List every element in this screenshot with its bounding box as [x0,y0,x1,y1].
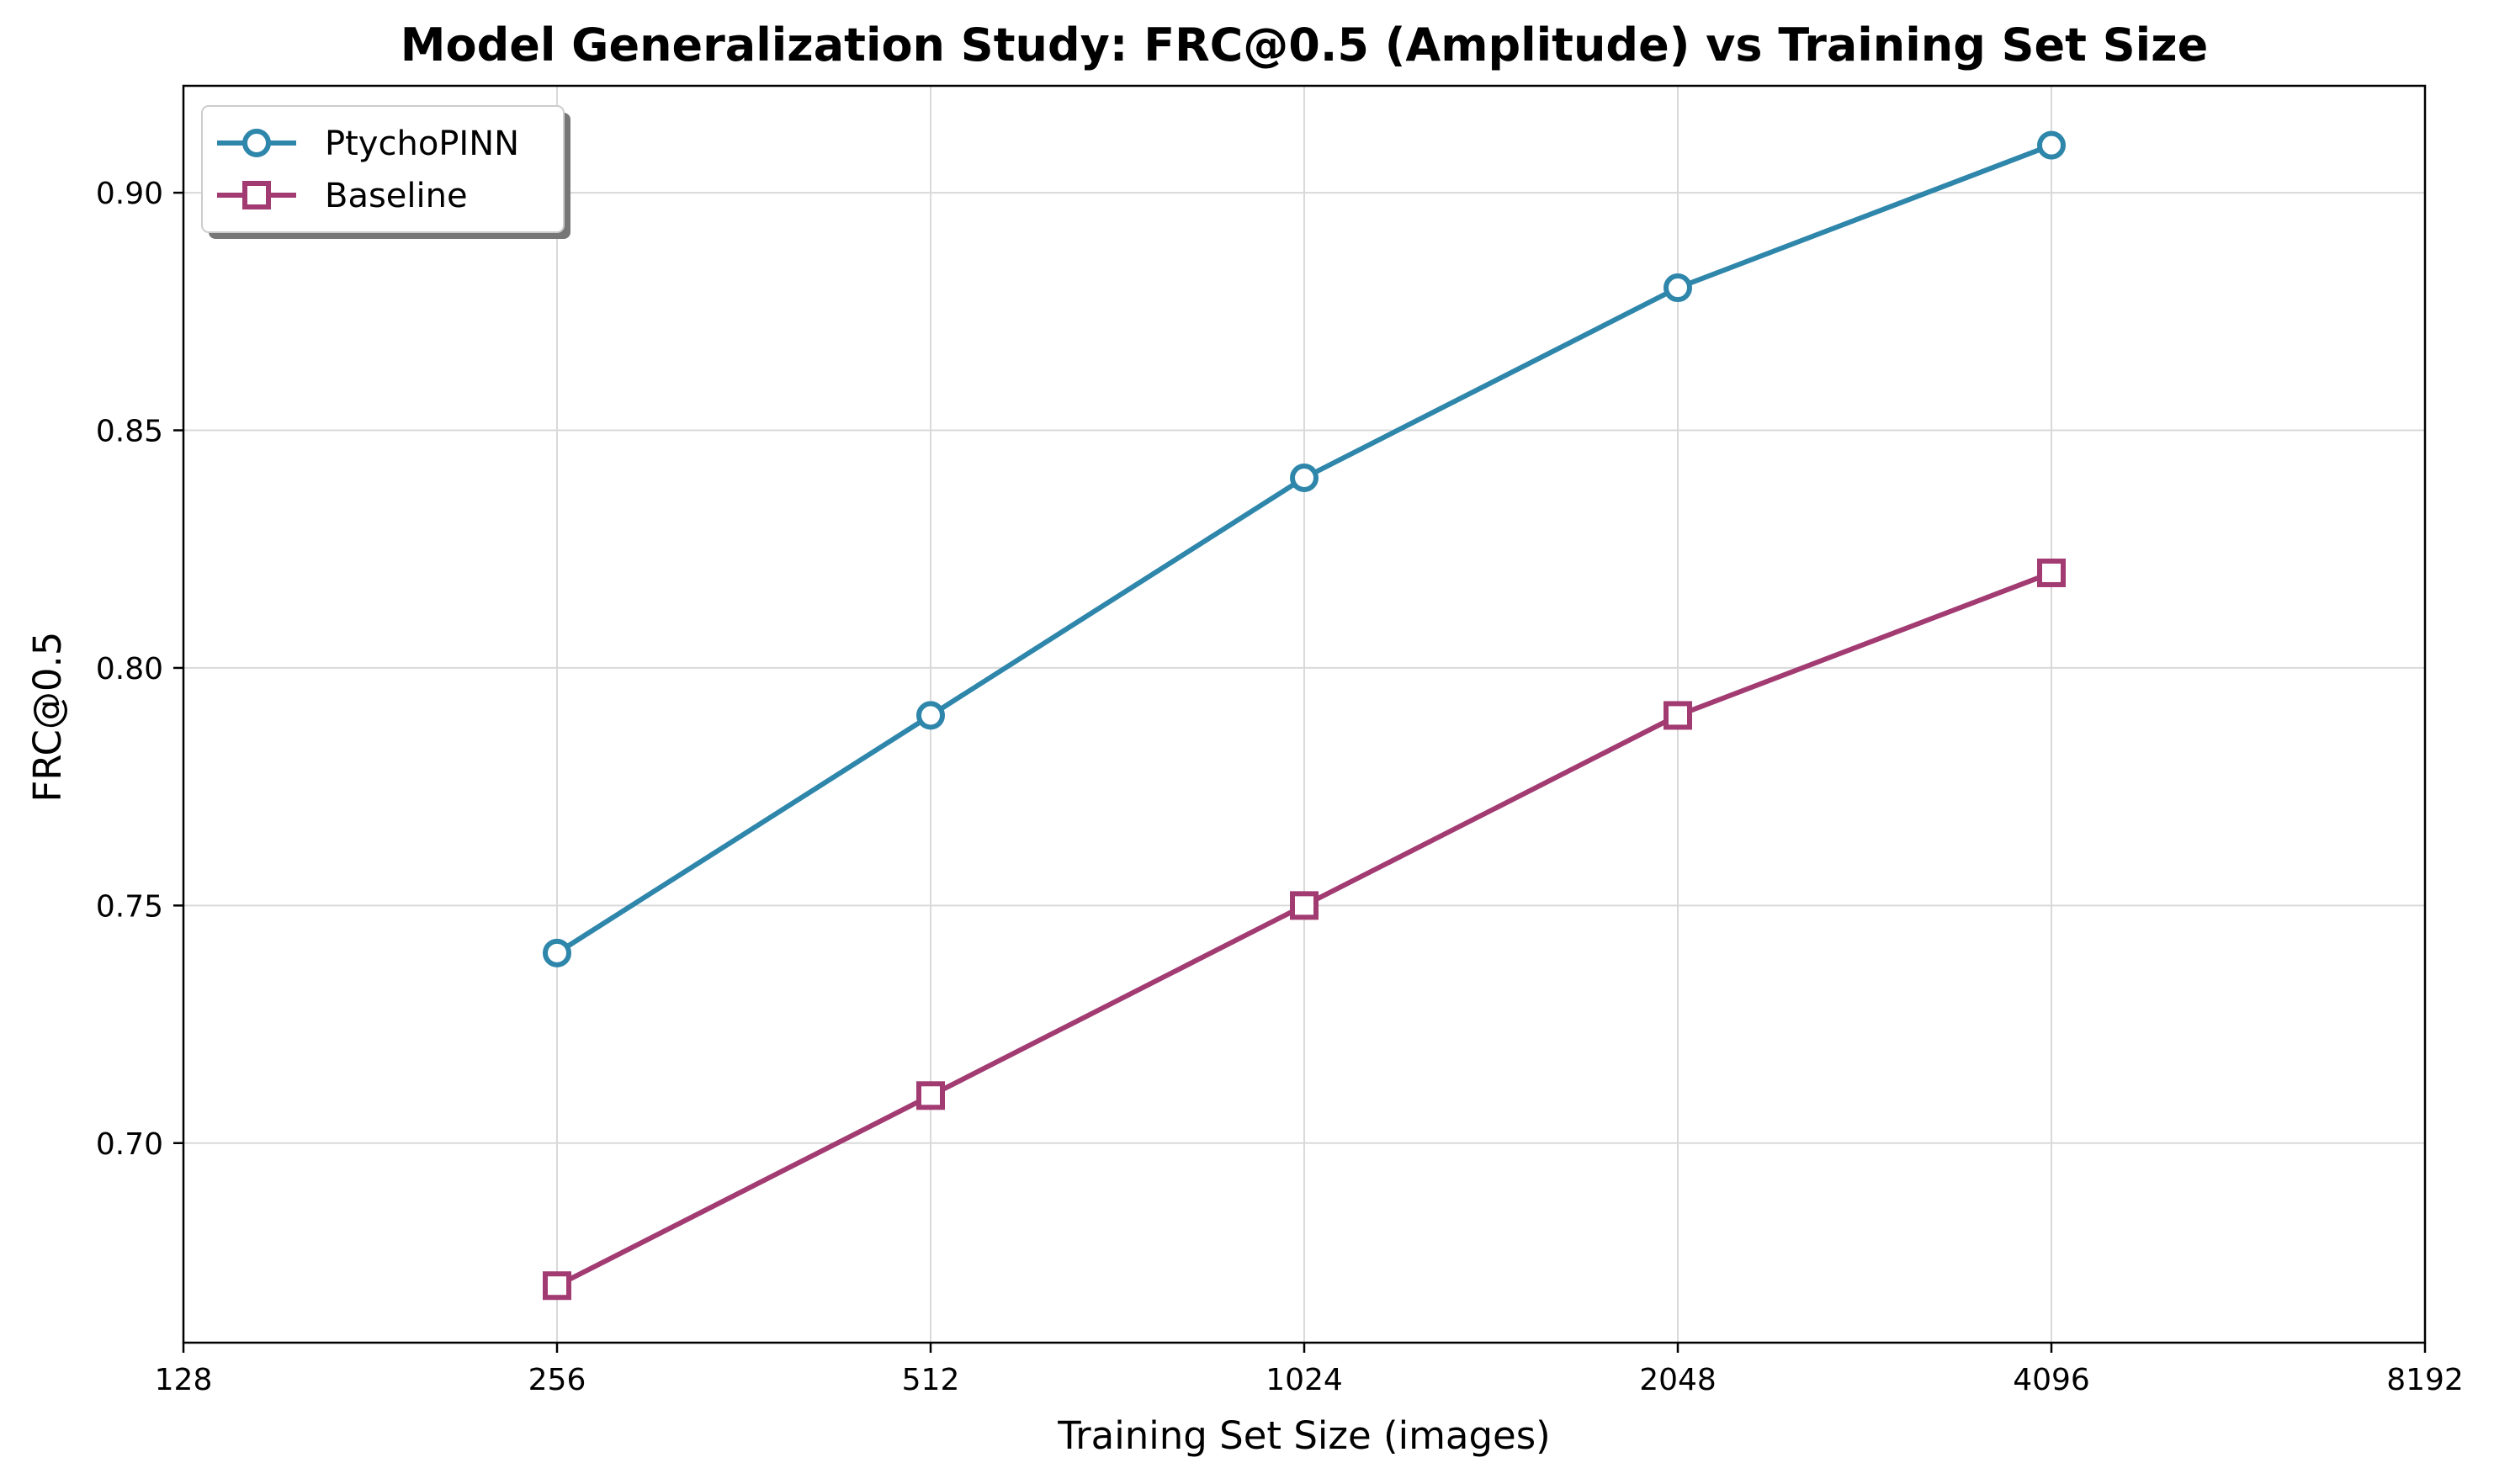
x-axis-label: Training Set Size (images) [1057,1413,1550,1458]
y-axis-label: FRC@0.5 [25,632,70,803]
x-tick-label: 2048 [1639,1363,1717,1397]
legend: PtychoPINN Baseline [201,105,570,239]
square-data-point [2037,558,2066,587]
square-data-point [1664,701,1692,730]
y-tick-label: 0.80 [96,652,163,686]
legend-label: PtychoPINN [325,125,519,163]
circle-data-point [916,701,945,730]
series-ptychopinn [543,130,2066,967]
series-baseline [543,558,2066,1301]
x-tick-label: 8192 [2386,1363,2464,1397]
circle-data-point [1664,273,1692,303]
x-tick-label: 4096 [2013,1363,2090,1397]
circle-data-point [1290,463,1319,492]
chart-title: Model Generalization Study: FRC@0.5 (Amp… [401,19,2209,72]
y-tick-label: 0.85 [96,415,163,449]
legend-box [201,105,565,233]
circle-data-point [543,938,571,967]
legend-label: Baseline [325,177,468,215]
square-data-point [916,1081,945,1110]
x-tick-label: 512 [902,1363,960,1397]
series-layer [543,130,2066,1301]
y-tick-label: 0.90 [96,177,163,211]
square-data-point [543,1271,571,1301]
x-tick-label: 1024 [1266,1363,1343,1397]
grid [183,86,2426,1343]
y-tick-label: 0.75 [96,889,163,924]
circle-data-point [2037,130,2066,160]
legend-circle-marker [242,129,271,157]
legend-square-marker [242,181,271,209]
square-data-point [1290,891,1319,920]
x-tick-label: 256 [528,1363,586,1397]
axis-ticks: 128 256 512 1024 2048 4096 8192 0.70 0.75 0.80 0.8… [96,177,2464,1397]
x-tick-label: 128 [155,1363,213,1397]
y-tick-label: 0.70 [96,1127,163,1162]
